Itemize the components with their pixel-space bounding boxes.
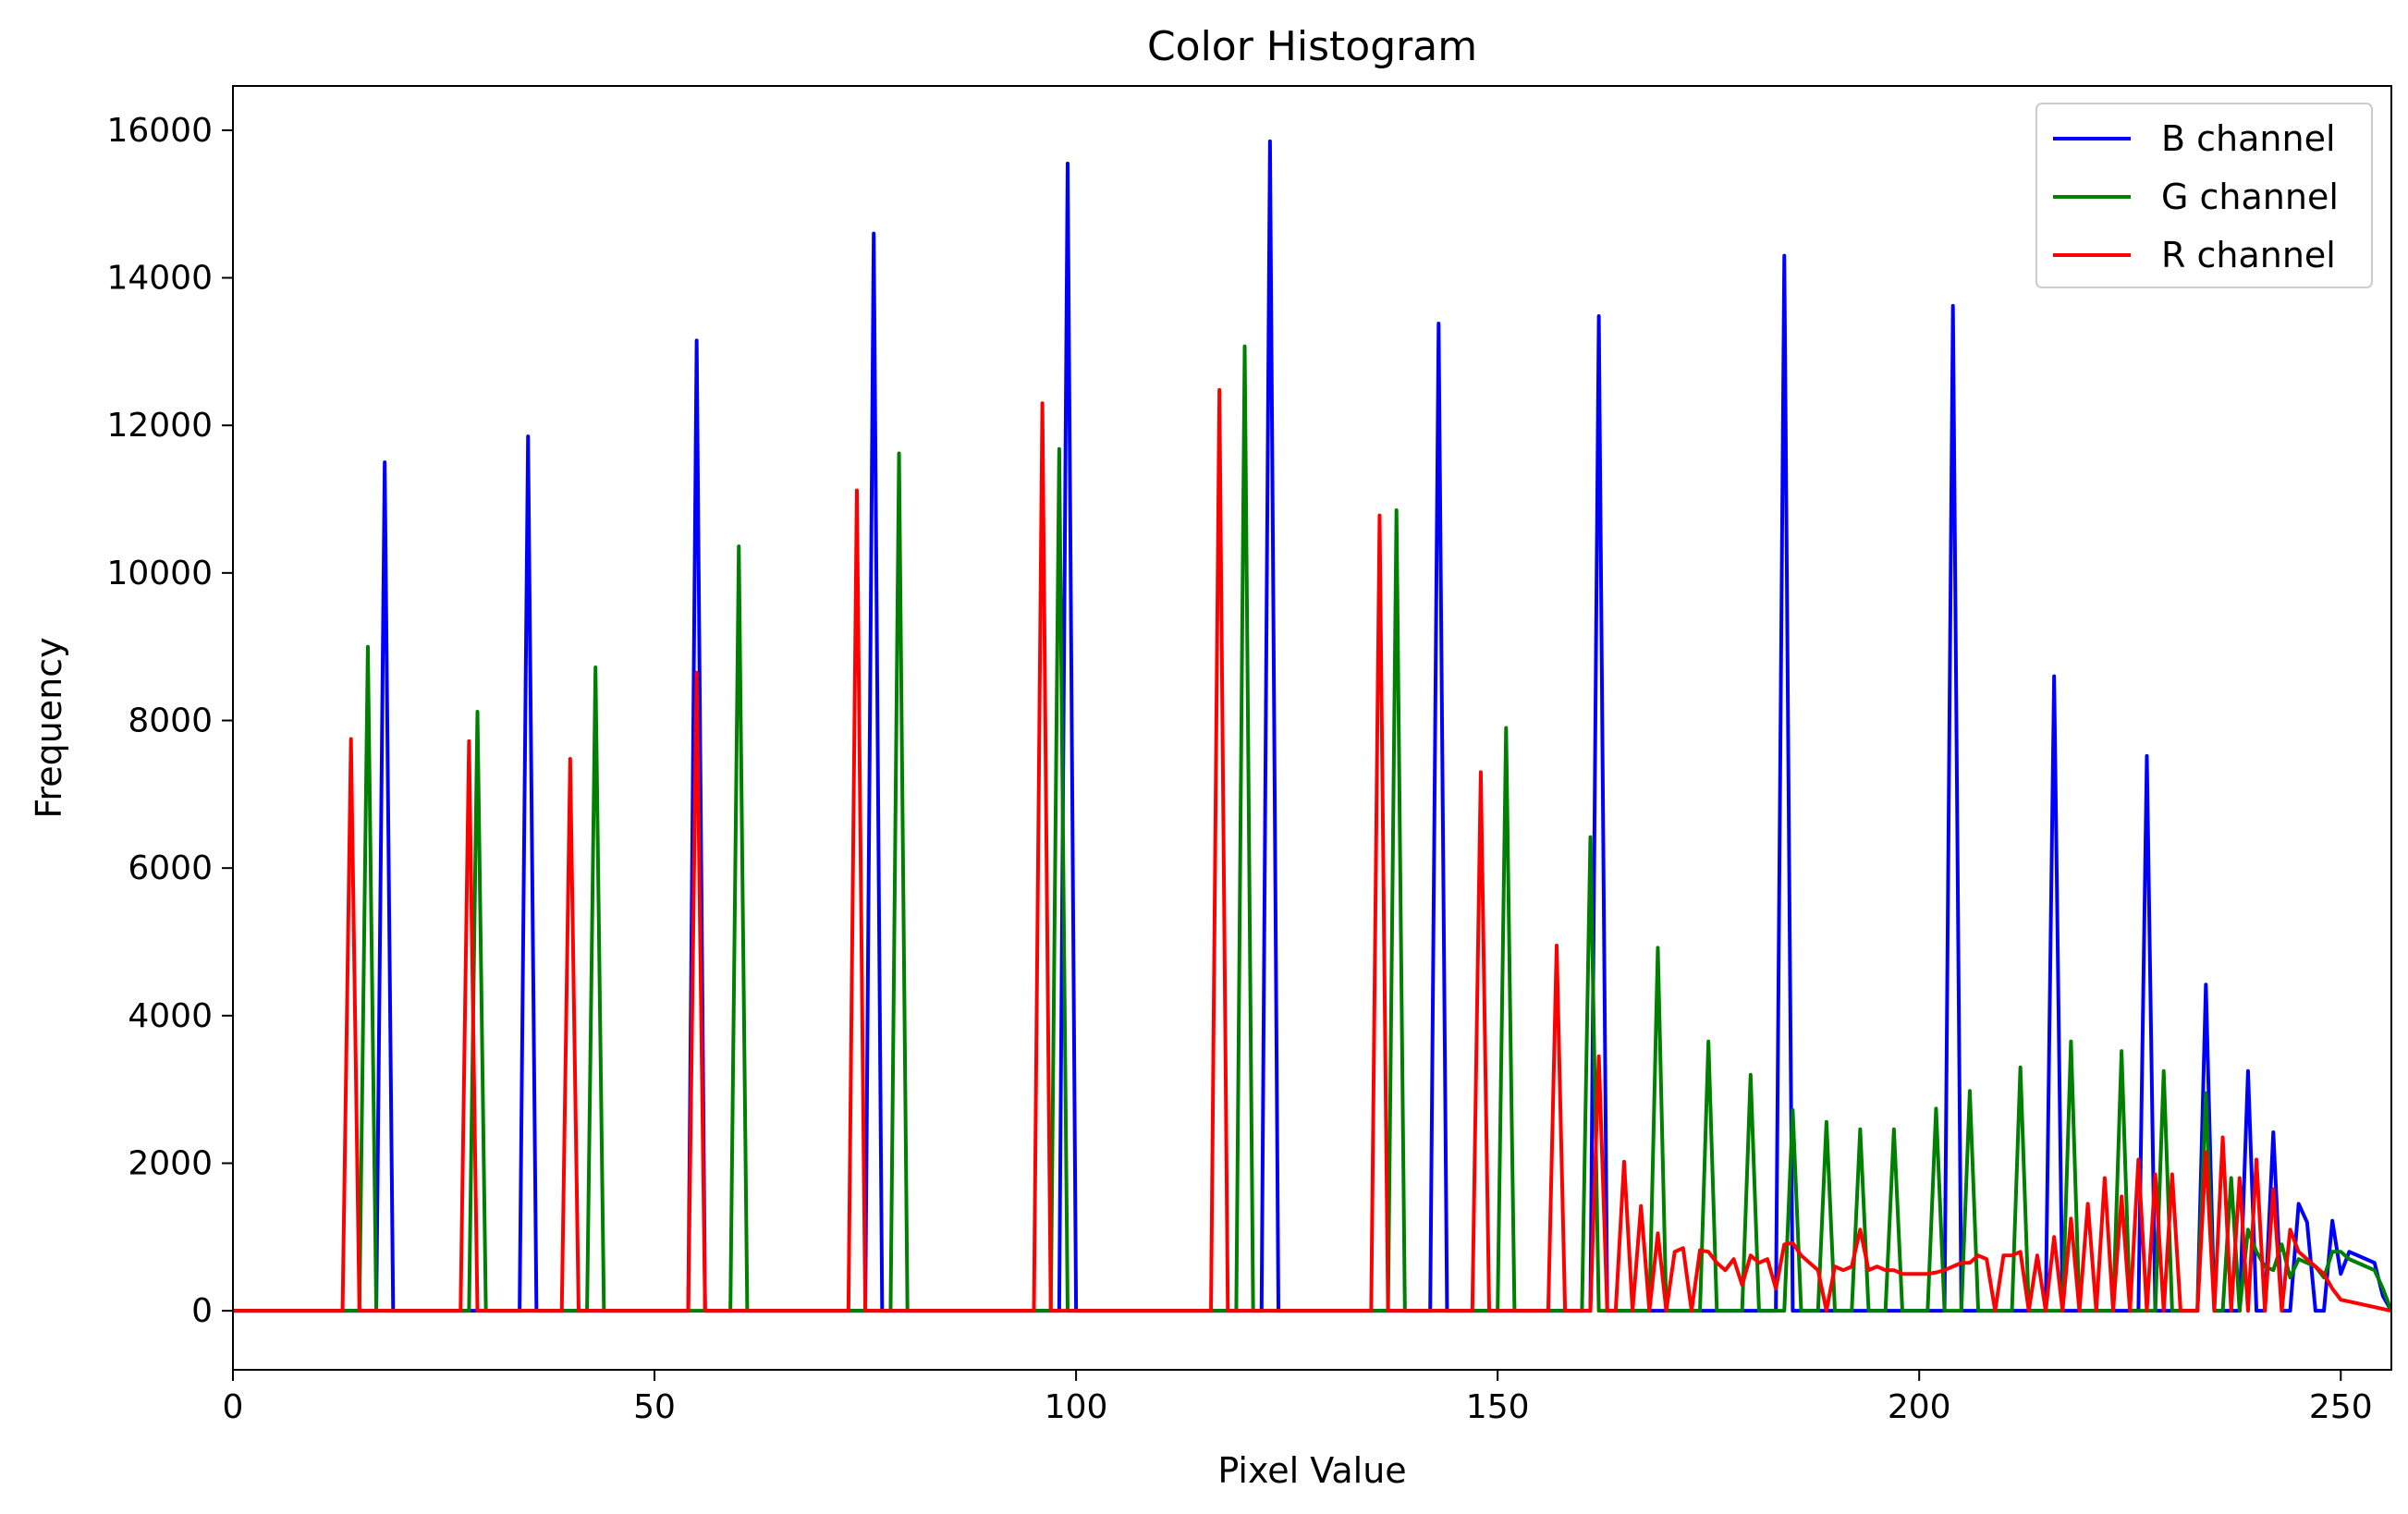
- legend: B channel G channel R channel: [2035, 103, 2373, 288]
- legend-label: R channel: [2161, 235, 2336, 275]
- y-tick-label: 14000: [106, 260, 213, 298]
- x-tick-label: 200: [1888, 1388, 1951, 1426]
- y-tick-label: 4000: [128, 997, 213, 1035]
- x-tick-label: 50: [633, 1388, 676, 1426]
- axes: 0 50 100 150 200 250 0 2000 4000 6000 8000 10000 120…: [106, 85, 2392, 1426]
- y-tick-label: 16000: [106, 112, 213, 150]
- legend-box: [2035, 103, 2373, 288]
- x-tick-label: 0: [223, 1388, 244, 1426]
- chart-title: Color Histogram: [1147, 23, 1477, 70]
- legend-label: B channel: [2161, 118, 2336, 159]
- plot-lines: [233, 139, 2391, 1313]
- y-tick-label: 2000: [128, 1144, 213, 1182]
- x-tick-label: 150: [1466, 1388, 1530, 1426]
- legend-label: G channel: [2161, 177, 2339, 217]
- y-tick-label: 6000: [128, 849, 213, 887]
- y-tick-label: 12000: [106, 407, 213, 445]
- y-tick-label: 8000: [128, 702, 213, 740]
- series-line-r-channel: [233, 387, 2391, 1313]
- x-tick-label: 250: [2309, 1388, 2373, 1426]
- plot-frame: [232, 85, 2392, 1371]
- y-tick-label: 10000: [106, 555, 213, 592]
- y-tick-label: 0: [191, 1292, 213, 1330]
- x-tick-label: 100: [1045, 1388, 1108, 1426]
- y-axis-title: Frequency: [29, 637, 69, 818]
- x-axis-title: Pixel Value: [1217, 1450, 1406, 1491]
